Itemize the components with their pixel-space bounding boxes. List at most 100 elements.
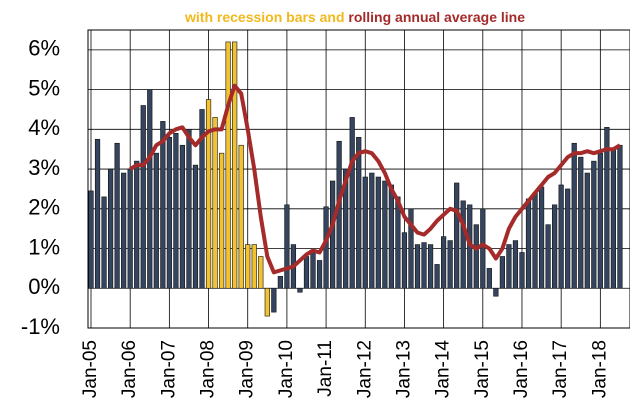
x-tick-label: Jan-08	[198, 340, 219, 398]
x-tick-label: Jan-17	[550, 340, 571, 398]
bar	[519, 252, 525, 289]
bar	[153, 152, 159, 289]
bar	[512, 240, 519, 289]
x-tick-label: Jan-16	[511, 340, 532, 398]
bar	[212, 117, 218, 289]
bar	[88, 190, 94, 289]
bar	[408, 208, 414, 289]
x-tick-label: Jan-15	[472, 340, 493, 398]
bar	[297, 287, 303, 293]
x-tick-label: Jan-12	[354, 340, 375, 398]
bar	[421, 242, 427, 289]
bar	[401, 232, 408, 289]
y-tick-label: 6%	[28, 36, 60, 61]
bar	[356, 136, 362, 289]
bar	[388, 184, 394, 289]
y-tick-label: 4%	[28, 115, 60, 140]
subtitle-part: rolling annual average line	[348, 9, 525, 25]
bar	[264, 287, 270, 317]
bar	[545, 224, 551, 289]
bar	[571, 142, 577, 289]
bar	[186, 129, 192, 289]
bar	[493, 287, 499, 297]
y-tick-label: 1%	[28, 234, 60, 259]
bar	[284, 204, 290, 289]
y-tick-label: 5%	[28, 75, 60, 100]
bar	[166, 136, 172, 289]
bar	[303, 256, 310, 289]
x-tick-label: Jan-10	[276, 340, 297, 398]
bar	[604, 127, 610, 289]
bar	[506, 244, 512, 289]
bar	[369, 172, 375, 289]
bar	[330, 180, 336, 289]
bar	[538, 186, 545, 289]
bar	[160, 121, 166, 289]
rolling-average-line	[129, 83, 621, 275]
bar	[558, 184, 564, 289]
bar	[114, 142, 120, 289]
x-tick-label: Jan-06	[119, 340, 140, 398]
bar	[375, 176, 381, 289]
bar	[134, 160, 140, 289]
x-tick-label: Jan-18	[589, 340, 610, 398]
bar	[277, 276, 283, 289]
x-tick-label: Jan-13	[393, 340, 414, 398]
bar	[251, 244, 257, 289]
bar	[532, 192, 538, 289]
bar	[395, 196, 401, 289]
bar	[610, 148, 616, 289]
bar	[441, 236, 447, 289]
bar	[101, 196, 107, 289]
x-tick-label: Jan-11	[315, 340, 336, 397]
bar	[565, 188, 571, 289]
bar	[140, 105, 146, 289]
bar	[238, 144, 244, 289]
bar	[147, 89, 153, 289]
bar	[179, 144, 186, 289]
bar	[192, 164, 199, 289]
x-tick-label: Jan-14	[433, 340, 454, 399]
y-tick-label: -1%	[21, 314, 60, 339]
bar	[173, 133, 179, 289]
bar	[205, 99, 212, 289]
bar	[94, 138, 101, 289]
bar	[349, 117, 355, 289]
bar	[310, 252, 316, 289]
bar	[427, 244, 434, 289]
bar	[591, 160, 597, 289]
bar	[597, 152, 603, 289]
bar	[434, 264, 440, 289]
bar	[107, 168, 114, 289]
bar	[121, 172, 127, 289]
y-tick-label: 0%	[28, 274, 60, 299]
bar	[414, 244, 421, 289]
bar	[552, 204, 558, 289]
bar	[362, 176, 368, 289]
y-tick-label: 3%	[28, 155, 60, 180]
bar	[460, 200, 466, 289]
bar	[578, 156, 584, 289]
bar	[343, 168, 349, 289]
bar	[316, 260, 323, 289]
bar	[232, 41, 238, 289]
chart-subtitle: with recession bars and rolling annual a…	[184, 9, 525, 25]
bar	[617, 144, 623, 289]
bar	[199, 109, 205, 289]
plot-border	[87, 29, 630, 329]
bar	[219, 152, 225, 289]
bar	[525, 198, 532, 289]
bar	[499, 256, 505, 289]
x-tick-label: Jan-09	[237, 340, 258, 398]
bar	[584, 172, 590, 289]
bar	[382, 180, 388, 289]
bar	[127, 168, 133, 289]
bar	[480, 208, 486, 289]
y-tick-label: 2%	[28, 195, 60, 220]
bar	[473, 224, 479, 289]
bar	[258, 256, 264, 289]
bar	[454, 182, 460, 289]
bar	[225, 41, 231, 289]
x-tick-label: Jan-07	[158, 340, 179, 398]
